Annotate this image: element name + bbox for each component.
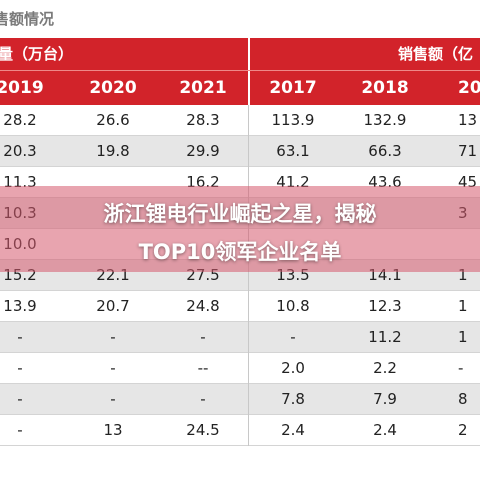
table-cell: - xyxy=(200,328,206,346)
table-cell: 7.9 xyxy=(373,390,397,408)
column-header: 2018 xyxy=(361,78,409,98)
table-cell: - xyxy=(110,328,116,346)
table-cell: 66.3 xyxy=(368,142,402,160)
row-stripe xyxy=(0,384,480,415)
row-line xyxy=(0,321,480,322)
table-cell: 20.7 xyxy=(96,297,130,315)
table-cell: - xyxy=(17,421,23,439)
table-cell: 10.8 xyxy=(276,297,310,315)
table-cell: 2.4 xyxy=(373,421,397,439)
table-cell: 12.3 xyxy=(368,297,402,315)
column-header: 2021 xyxy=(179,78,227,98)
banner-line: TOP10领军企业名单 xyxy=(138,240,342,264)
table-cell: 24.5 xyxy=(186,421,220,439)
table-cell: 71 xyxy=(458,142,478,160)
table-title: 售额情况 xyxy=(0,10,55,28)
table-cell: 13 xyxy=(458,111,478,129)
table-cell: - xyxy=(458,359,464,377)
table-cell: 28.2 xyxy=(3,111,37,129)
banner-line: 浙江锂电行业崛起之星，揭秘 xyxy=(103,202,377,226)
table-cell: 19.8 xyxy=(96,142,130,160)
table-cell: 132.9 xyxy=(363,111,407,129)
row-line xyxy=(0,414,480,415)
banner xyxy=(0,186,480,272)
table-cell: - xyxy=(110,390,116,408)
table-cell: 28.3 xyxy=(186,111,220,129)
group-divider xyxy=(248,105,249,446)
table-cell: - xyxy=(290,328,296,346)
table-cell: 24.8 xyxy=(186,297,220,315)
table-cell: 8 xyxy=(458,390,468,408)
column-header: 20 xyxy=(458,78,480,98)
header-divider xyxy=(0,70,480,71)
table-cell: - xyxy=(200,390,206,408)
group-divider xyxy=(248,38,250,105)
table-cell: - xyxy=(17,359,23,377)
column-header: 2019 xyxy=(0,78,44,98)
table-cell: 2 xyxy=(458,421,468,439)
table-cell: 29.9 xyxy=(186,142,220,160)
table-cell: 1 xyxy=(458,328,468,346)
column-header: 2017 xyxy=(269,78,317,98)
table-cell: 1 xyxy=(458,266,468,284)
table-header-band xyxy=(0,38,480,105)
row-line xyxy=(0,445,480,446)
table-cell: 11.2 xyxy=(368,328,402,346)
row-line xyxy=(0,290,480,291)
table-cell: - xyxy=(17,328,23,346)
table-cell: 13.9 xyxy=(3,297,37,315)
row-stripe xyxy=(0,136,480,167)
table-cell: -- xyxy=(197,359,209,377)
table-cell: 7.8 xyxy=(281,390,305,408)
table-cell: 2.4 xyxy=(281,421,305,439)
row-stripe xyxy=(0,322,480,353)
row-line xyxy=(0,383,480,384)
table-cell: 2.0 xyxy=(281,359,305,377)
row-line xyxy=(0,352,480,353)
column-header: 2020 xyxy=(89,78,137,98)
table-cell: 1 xyxy=(458,297,468,315)
row-line xyxy=(0,166,480,167)
table-cell: 20.3 xyxy=(3,142,37,160)
group-header: 量（万台） xyxy=(0,45,74,63)
group-header: 销售额（亿 xyxy=(398,45,474,63)
table-cell: 63.1 xyxy=(276,142,310,160)
table-cell: - xyxy=(17,390,23,408)
table-cell: 113.9 xyxy=(271,111,315,129)
table-cell: - xyxy=(110,359,116,377)
table-cell: 2.2 xyxy=(373,359,397,377)
table-cell: 13 xyxy=(103,421,123,439)
row-line xyxy=(0,135,480,136)
table-cell: 26.6 xyxy=(96,111,130,129)
